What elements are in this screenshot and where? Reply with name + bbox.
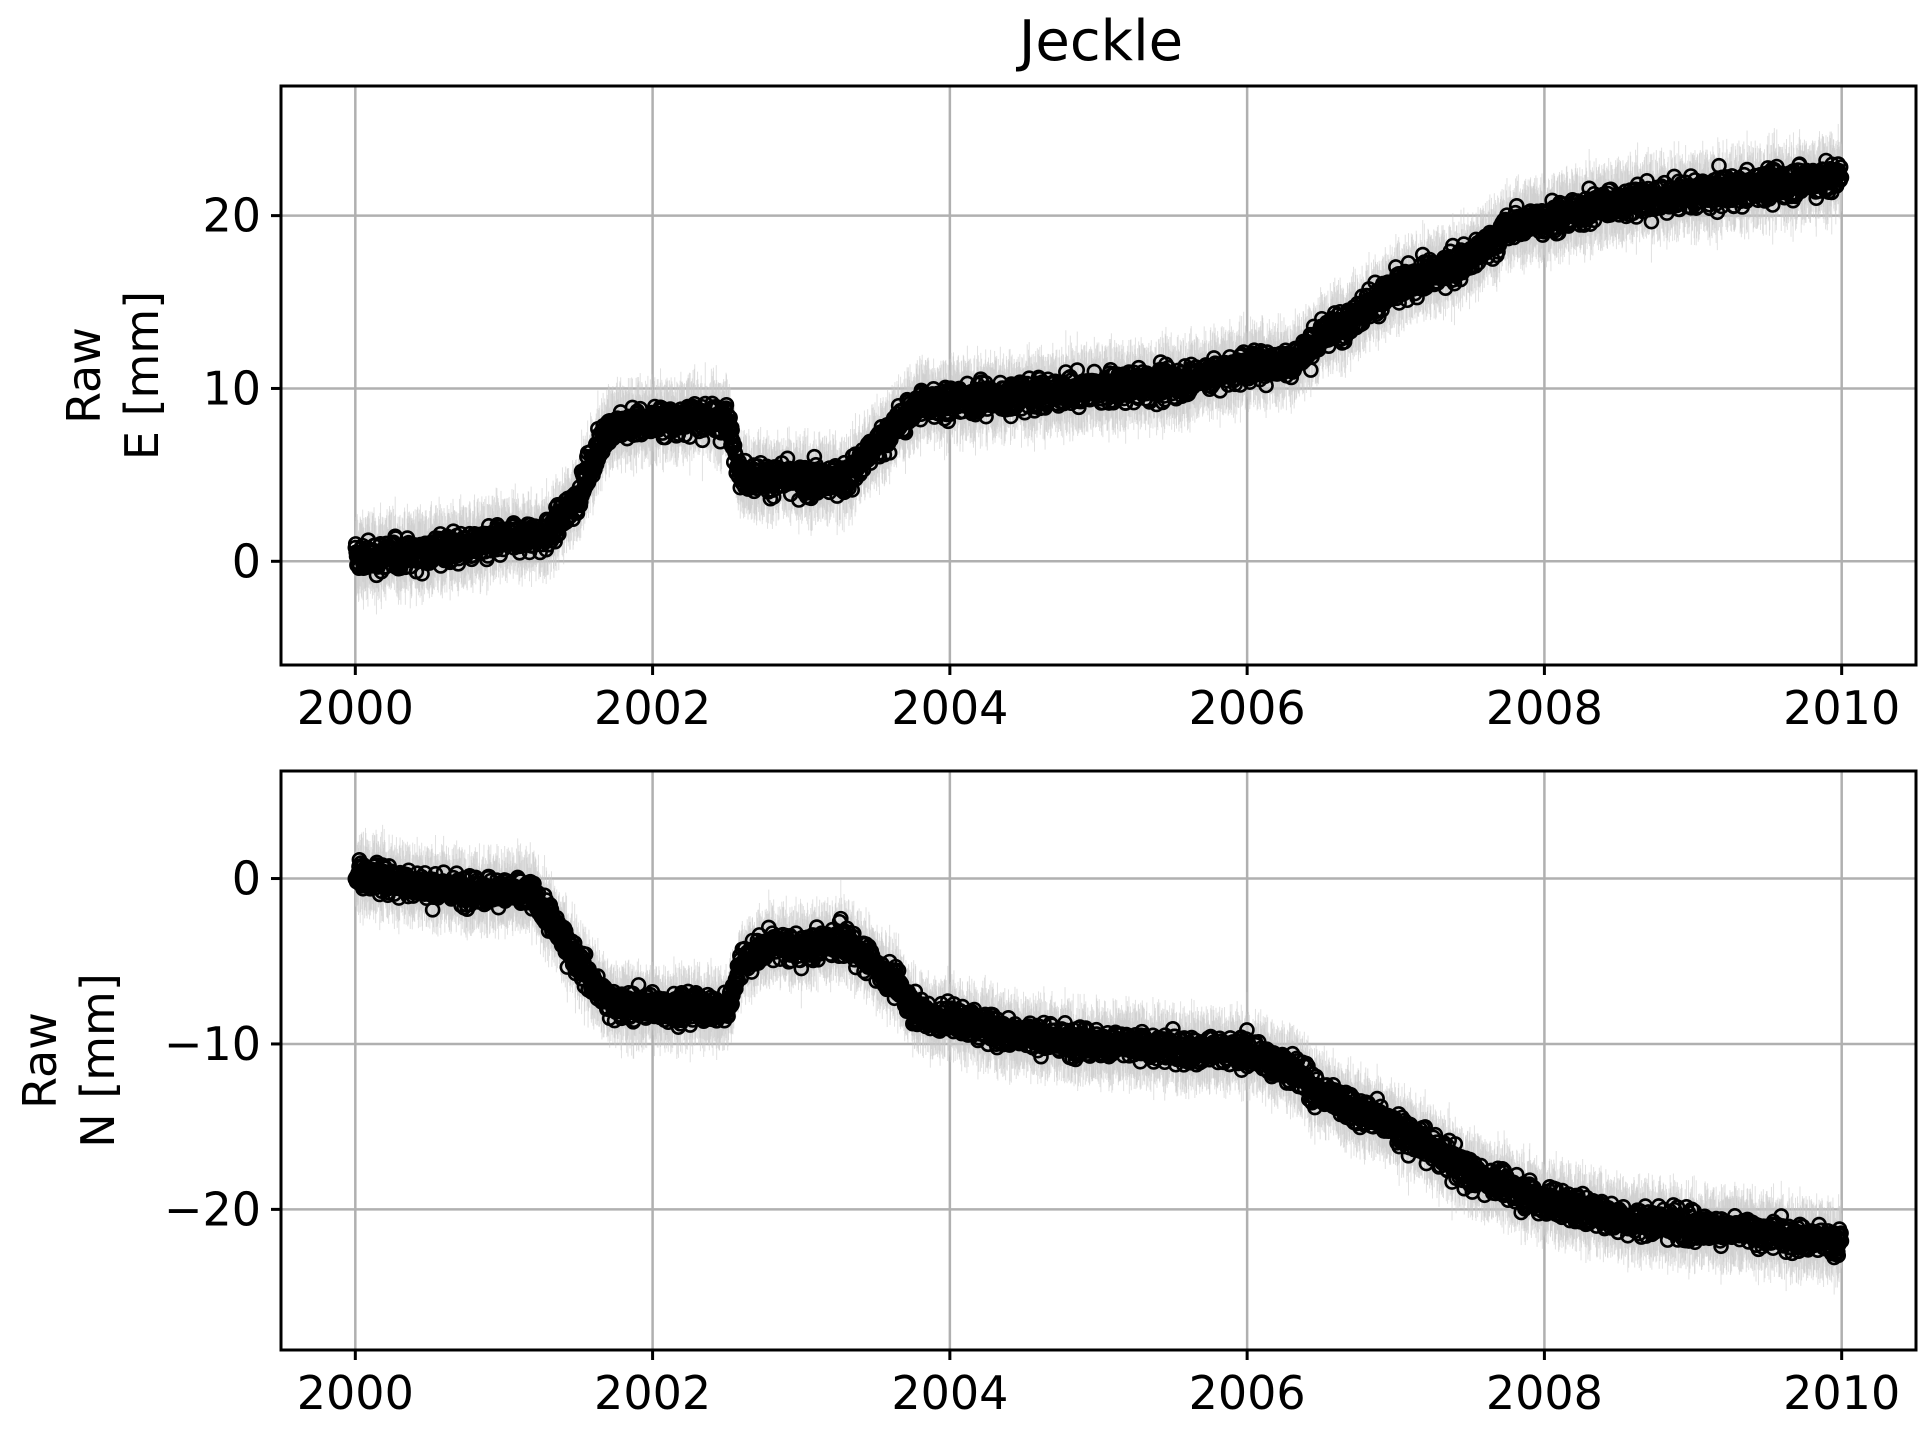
- data-point: [694, 432, 711, 449]
- data-point: [726, 437, 743, 454]
- data-point: [806, 448, 823, 465]
- data-point: [724, 422, 740, 438]
- chart-title: Jeckle: [1016, 9, 1183, 74]
- data-points: [347, 152, 1850, 584]
